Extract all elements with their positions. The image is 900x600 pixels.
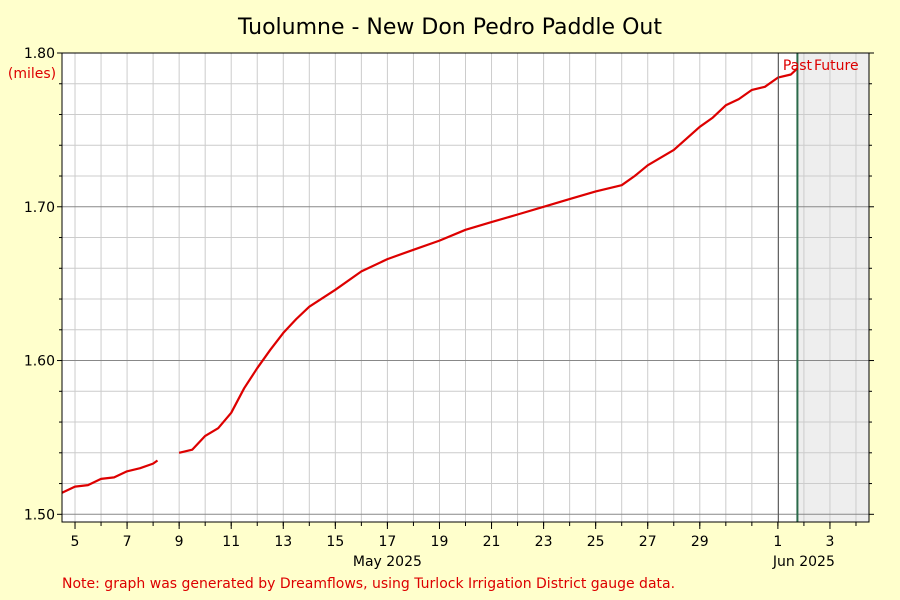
series-line	[178, 67, 799, 454]
x-tick-label: 19	[431, 534, 449, 550]
x-tick-label: 13	[274, 534, 292, 550]
y-tick-label: 1.80	[24, 46, 55, 62]
y-tick-label: 1.70	[24, 200, 55, 216]
y-tick-label: 1.50	[24, 507, 55, 523]
series-layer	[61, 67, 799, 494]
x-tick-label: 23	[535, 534, 553, 550]
x-tick-label: 15	[326, 534, 344, 550]
labels: 1.501.601.701.805 7 9 11 13 15 17 19 21 23 25 27 29 1…	[24, 46, 835, 570]
y-tick-label: 1.60	[24, 354, 55, 370]
x-tick-label: 7	[123, 534, 132, 550]
x-tick-label: 3	[825, 534, 834, 550]
ticks	[57, 52, 874, 529]
x-tick-label: 25	[587, 534, 605, 550]
source-note: Note: graph was generated by Dreamflows,…	[62, 576, 675, 592]
chart-title: Tuolumne - New Don Pedro Paddle Out	[237, 15, 662, 40]
y-axis-label: (miles)	[8, 66, 56, 82]
x-tick-label: 11	[222, 534, 240, 550]
month-label: May 2025	[353, 554, 422, 570]
x-tick-label: 29	[691, 534, 709, 550]
future-region	[797, 53, 869, 522]
past-label: Past	[783, 58, 813, 74]
x-tick-label: 27	[639, 534, 657, 550]
x-tick-label: 1	[773, 534, 782, 550]
series-line	[61, 459, 159, 494]
x-tick-label: 9	[175, 534, 184, 550]
x-tick-label: 17	[378, 534, 396, 550]
grid	[62, 52, 869, 522]
x-tick-label: 5	[71, 534, 80, 550]
month-label: Jun 2025	[772, 554, 835, 570]
future-label: Future	[814, 58, 859, 74]
x-tick-label: 21	[483, 534, 501, 550]
